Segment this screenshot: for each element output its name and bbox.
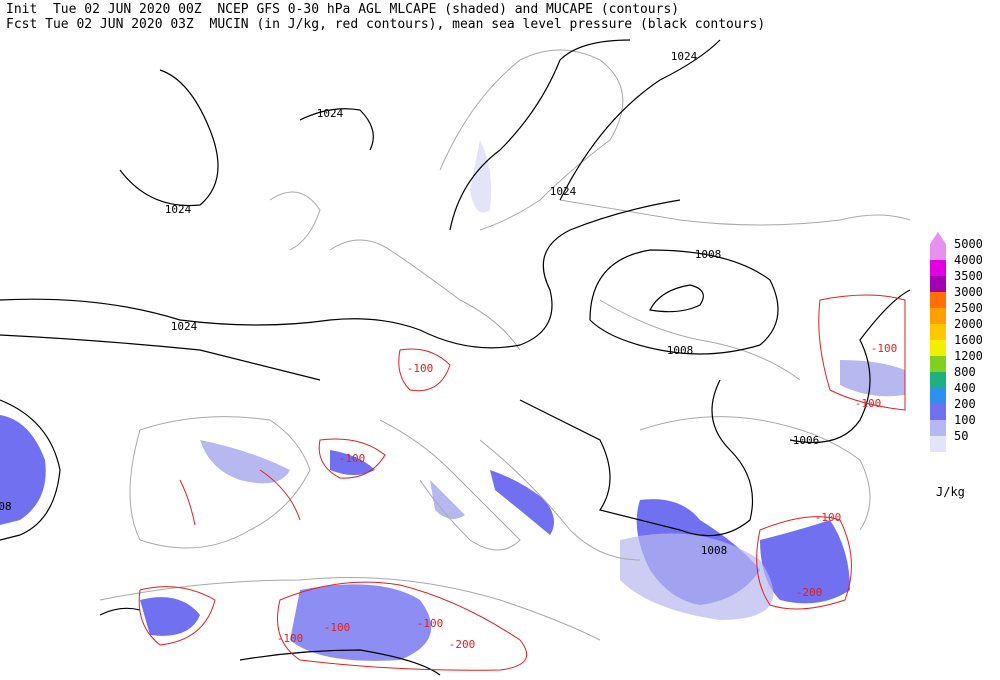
legend-unit: J/kg: [936, 485, 965, 499]
legend-label: 1200: [954, 349, 983, 363]
header-line: Fcst Tue 02 JUN 2020 03Z MUCIN (in J/kg,…: [6, 17, 765, 32]
legend-swatch: [930, 372, 946, 388]
mucin-label: -200: [449, 638, 476, 651]
coastlines: [99, 49, 911, 641]
legend-swatch: [930, 308, 946, 324]
legend-label: 200: [954, 397, 976, 411]
legend-label: 3000: [954, 285, 983, 299]
legend-label: 3500: [954, 269, 983, 283]
mucin-label: -100: [324, 621, 351, 634]
mucin-label: -100: [855, 397, 882, 410]
isobar-label: 1024: [317, 107, 344, 120]
legend-swatch: [930, 276, 946, 292]
isobar-label: 08: [0, 500, 12, 513]
legend-label: 4000: [954, 253, 983, 267]
legend-label: 400: [954, 381, 976, 395]
mucin-label: -200: [796, 586, 823, 599]
legend-swatch: [930, 436, 946, 452]
mucin-label: -100: [277, 632, 304, 645]
isobar-label: 1008: [667, 344, 694, 357]
mucin-label: -100: [815, 511, 842, 524]
legend-swatch: [930, 244, 946, 260]
legend-swatch: [930, 340, 946, 356]
contour-labels: 1024 1024 1024 1024 1024 1008 1008 1006 1008 08 -1…: [0, 50, 897, 651]
isobar-label: 1024: [671, 50, 698, 63]
legend-label: 100: [954, 413, 976, 427]
legend-label: 1600: [954, 333, 983, 347]
legend-swatch: [930, 260, 946, 276]
isobar-label: 1008: [701, 544, 728, 557]
legend-swatch: [930, 420, 946, 436]
legend-swatch: [930, 356, 946, 372]
isobar-label: 1024: [171, 320, 198, 333]
legend-label: 50: [954, 429, 968, 443]
cin-contours: [138, 294, 906, 671]
isobar-label: 1024: [165, 203, 192, 216]
legend-label: 2000: [954, 317, 983, 331]
isobars: [0, 39, 911, 676]
legend-label: 2500: [954, 301, 983, 315]
mucin-label: -100: [871, 342, 898, 355]
isobar-label: 1006: [793, 434, 820, 447]
isobar-label: 1008: [695, 248, 722, 261]
legend-swatch: [930, 292, 946, 308]
legend-swatch: [930, 324, 946, 340]
mucin-label: -100: [407, 362, 434, 375]
color-legend: 5000 4000 3500 3000 2500 2000 1600 1200 800 400 20…: [930, 232, 983, 499]
legend-swatch: [930, 388, 946, 404]
cape-shading: [0, 140, 905, 661]
mucin-label: -100: [417, 617, 444, 630]
legend-swatch: [930, 404, 946, 420]
mucin-label: -100: [339, 452, 366, 465]
isobar-label: 1024: [550, 185, 577, 198]
header-line: Init Tue 02 JUN 2020 00Z NCEP GFS 0-30 h…: [6, 2, 679, 17]
legend-label: 800: [954, 365, 976, 379]
legend-triangle: [930, 232, 946, 244]
legend-label: 5000: [954, 237, 983, 251]
